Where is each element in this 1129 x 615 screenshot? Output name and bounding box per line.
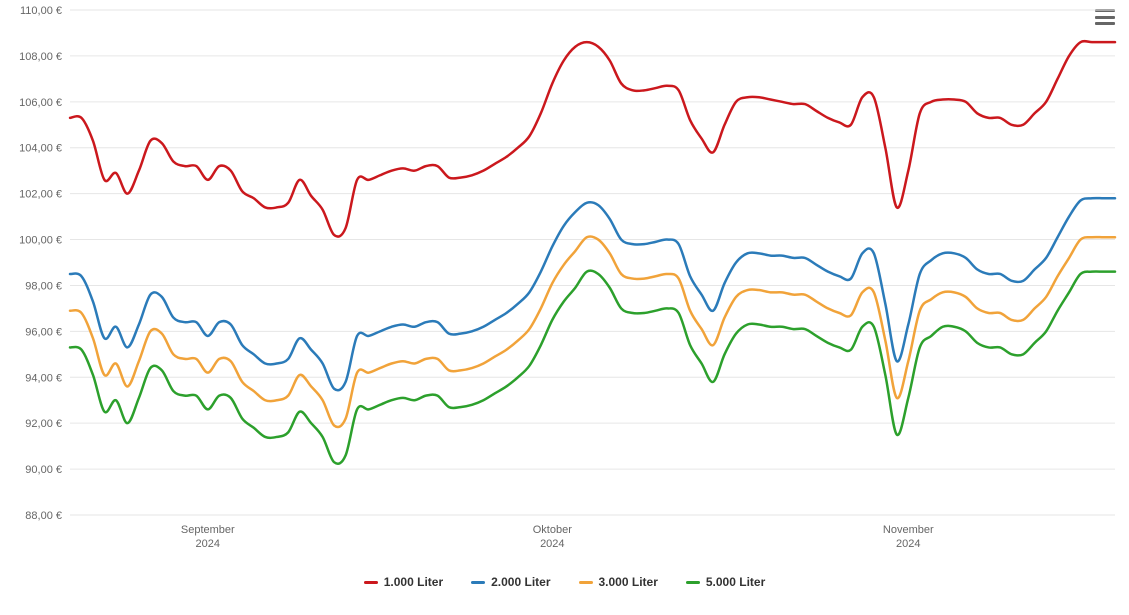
x-tick-year: 2024 [196,538,220,550]
x-tick-year: 2024 [896,538,920,550]
legend-swatch [686,581,700,584]
x-tick-month: Oktober [533,524,572,536]
legend-swatch [579,581,593,584]
y-tick-label: 96,00 € [25,326,62,338]
y-tick-label: 110,00 € [20,5,62,17]
legend-item[interactable]: 5.000 Liter [686,575,765,589]
y-tick-label: 102,00 € [19,189,62,201]
y-tick-label: 108,00 € [19,51,62,63]
legend-item[interactable]: 1.000 Liter [364,575,443,589]
price-line-chart: 88,00 € 90,00 € 92,00 € 94,00 € 96,00 € 98,00… [0,0,1129,615]
y-tick-label: 106,00 € [19,97,62,109]
legend-label: 2.000 Liter [491,575,550,589]
x-tick-year: 2024 [540,538,564,550]
legend-swatch [364,581,378,584]
chart-legend: 1.000 Liter 2.000 Liter 3.000 Liter 5.000 L… [0,575,1129,589]
legend-label: 1.000 Liter [384,575,443,589]
series-line [70,271,1115,464]
y-tick-label: 98,00 € [25,280,62,292]
y-tick-label: 94,00 € [25,372,62,384]
legend-item[interactable]: 2.000 Liter [471,575,550,589]
legend-item[interactable]: 3.000 Liter [579,575,658,589]
chart-plot-area: 88,00 € 90,00 € 92,00 € 94,00 € 96,00 € 98,00… [0,0,1129,615]
y-tick-label: 92,00 € [25,418,62,430]
y-tick-label: 90,00 € [25,464,62,476]
legend-label: 3.000 Liter [599,575,658,589]
x-tick-month: November [883,524,934,536]
series-line [70,41,1115,236]
y-tick-label: 88,00 € [25,510,62,522]
y-tick-label: 100,00 € [19,235,62,247]
legend-swatch [471,581,485,584]
legend-label: 5.000 Liter [706,575,765,589]
x-tick-month: September [181,524,235,536]
y-tick-label: 104,00 € [19,143,62,155]
